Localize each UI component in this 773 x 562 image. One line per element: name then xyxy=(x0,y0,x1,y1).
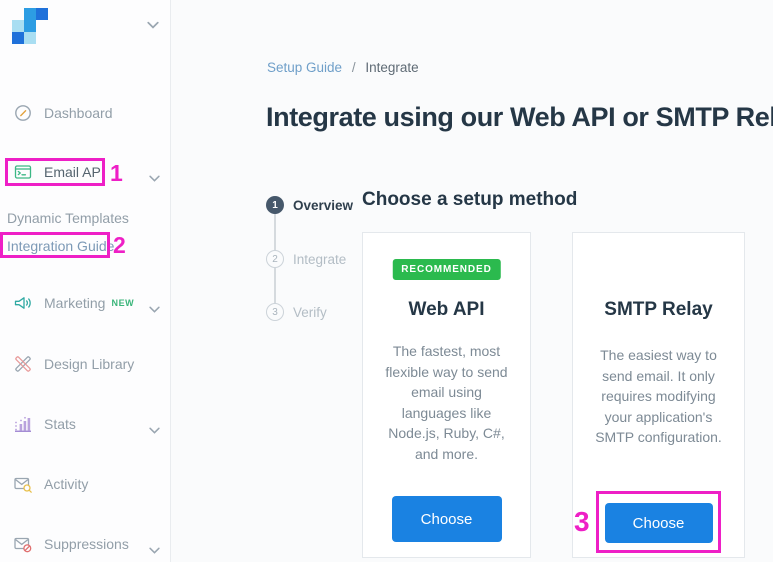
stats-chevron-down-icon[interactable] xyxy=(149,421,160,434)
breadcrumb: Setup Guide / Integrate xyxy=(267,60,419,75)
suppressions-chevron-down-icon[interactable] xyxy=(149,541,160,554)
card-title-smtp-relay: SMTP Relay xyxy=(604,299,713,320)
sidebar-item-label: Marketing xyxy=(44,295,106,311)
breadcrumb-separator: / xyxy=(351,60,356,75)
card-description: The easiest way to send email. It only r… xyxy=(595,347,722,445)
sidebar-item-suppressions[interactable]: Suppressions xyxy=(13,531,129,557)
sidebar-item-dynamic-templates[interactable]: Dynamic Templates xyxy=(7,210,129,226)
sidebar-item-dashboard[interactable]: Dashboard xyxy=(13,100,113,126)
web-api-choose-button[interactable]: Choose xyxy=(391,496,502,542)
sidebar-item-label: Dashboard xyxy=(44,105,113,121)
step-circle-1: 1 xyxy=(266,196,284,214)
recommended-badge: RECOMMENDED xyxy=(392,259,501,280)
web-api-card: RECOMMENDED Web API The fastest, most fl… xyxy=(362,232,531,558)
sendgrid-logo[interactable] xyxy=(12,8,48,44)
card-description: The fastest, most flexible way to send e… xyxy=(385,343,508,462)
breadcrumb-setup-guide-link[interactable]: Setup Guide xyxy=(267,60,343,75)
sidebar-item-label: Email API xyxy=(44,164,105,180)
marketing-chevron-down-icon[interactable] xyxy=(149,300,160,313)
sidebar-item-marketing[interactable]: Marketing NEW xyxy=(13,290,134,316)
pencil-ruler-icon xyxy=(13,354,33,374)
sidebar: Dashboard Email API Dynamic Templates In… xyxy=(0,0,171,562)
step-circle-2: 2 xyxy=(266,250,284,268)
envelope-block-icon xyxy=(13,534,33,554)
smtp-relay-choose-button[interactable]: Choose xyxy=(604,503,713,543)
gauge-icon xyxy=(13,103,33,123)
step-label: Verify xyxy=(293,304,327,320)
sidebar-item-label: Activity xyxy=(44,476,89,492)
stepper-step-verify: 3 Verify xyxy=(266,303,327,321)
account-chevron-down-icon[interactable] xyxy=(147,16,159,29)
bar-chart-icon xyxy=(13,414,33,434)
sidebar-item-stats[interactable]: Stats xyxy=(13,411,76,437)
step-circle-3: 3 xyxy=(266,303,284,321)
envelope-search-icon xyxy=(13,474,33,494)
sidebar-item-activity[interactable]: Activity xyxy=(13,471,88,497)
new-badge: NEW xyxy=(111,298,135,308)
page-title: Integrate using our Web API or SMTP Rela… xyxy=(266,102,773,133)
step-label: Integrate xyxy=(293,251,347,267)
terminal-icon xyxy=(13,162,33,182)
card-title-web-api: Web API xyxy=(408,299,485,320)
stepper-step-overview: 1 Overview xyxy=(266,196,353,214)
section-title: Choose a setup method xyxy=(362,189,578,210)
sidebar-item-label: Stats xyxy=(44,416,76,432)
sidebar-item-label: Suppressions xyxy=(44,536,129,552)
email-api-chevron-down-icon[interactable] xyxy=(149,169,160,182)
megaphone-icon xyxy=(13,293,33,313)
sidebar-item-email-api[interactable]: Email API xyxy=(13,159,105,185)
sidebar-item-label: Design Library xyxy=(44,356,135,372)
smtp-relay-card: SMTP Relay The easiest way to send email… xyxy=(572,232,745,558)
sidebar-item-design-library[interactable]: Design Library xyxy=(13,351,134,377)
breadcrumb-current: Integrate xyxy=(365,60,419,75)
stepper-step-integrate: 2 Integrate xyxy=(266,250,346,268)
step-label: Overview xyxy=(293,197,354,213)
sidebar-item-integration-guide[interactable]: Integration Guide xyxy=(7,238,115,254)
